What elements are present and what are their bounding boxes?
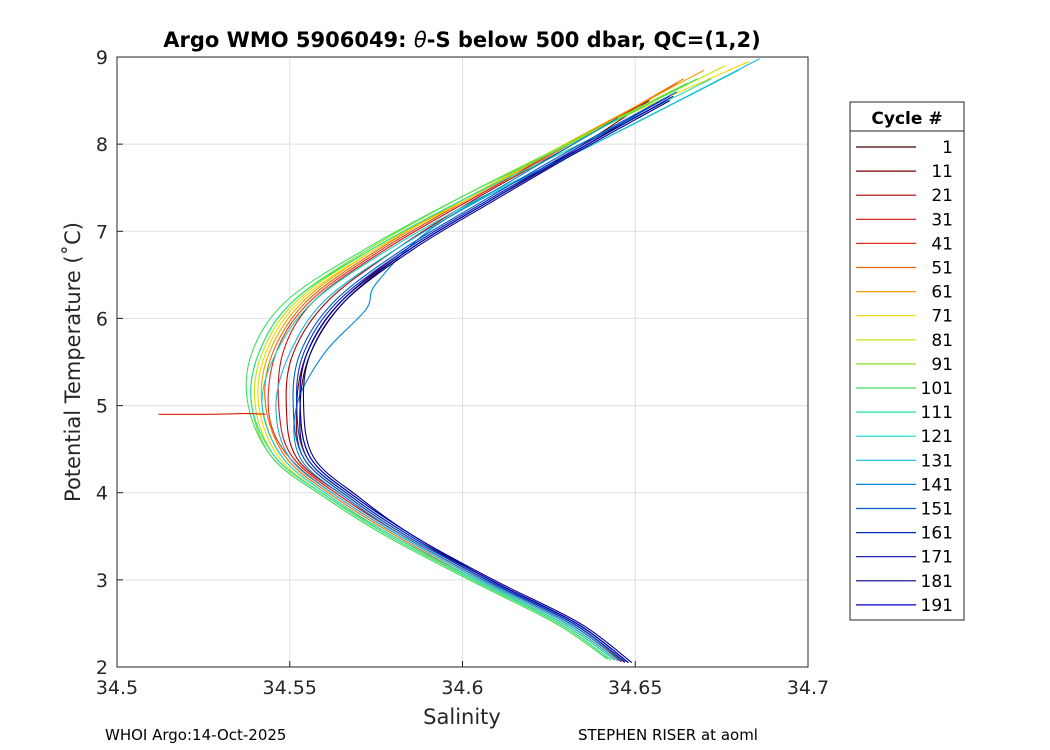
- series-line-111: [250, 78, 712, 661]
- legend-label: 71: [931, 307, 953, 327]
- series-line-101: [245, 78, 698, 660]
- legend-label: 81: [931, 331, 953, 351]
- legend-label: 1: [942, 138, 953, 158]
- series-group: [158, 58, 760, 664]
- footer-right: STEPHEN RISER at aoml: [578, 726, 758, 744]
- legend: Cycle # 11121314151617181911011111211311…: [849, 101, 965, 621]
- x-tick-label: 34.5: [96, 677, 138, 699]
- legend-entries: 1112131415161718191101111121131141151161…: [856, 138, 953, 616]
- series-line-spike: [158, 412, 266, 415]
- series-line-161: [295, 95, 671, 663]
- grid: [117, 57, 808, 667]
- x-tick-label: 34.7: [787, 677, 829, 699]
- y-axis-label: Potential Temperature (˚C): [61, 222, 85, 502]
- y-tick-label: 9: [96, 47, 108, 69]
- footer-left: WHOI Argo:14-Oct-2025: [105, 726, 286, 744]
- y-tick-label: 8: [96, 134, 108, 156]
- legend-label: 61: [931, 283, 953, 303]
- chart-title: Argo WMO 5906049: θ-S below 500 dbar, QC…: [163, 28, 760, 52]
- legend-label: 31: [931, 210, 953, 230]
- title-prefix: Argo WMO 5906049:: [163, 28, 414, 52]
- x-tick-label: 34.55: [263, 677, 317, 699]
- legend-title: Cycle #: [871, 109, 942, 129]
- legend-label: 161: [921, 524, 953, 544]
- y-tick-label: 5: [96, 396, 108, 418]
- legend-label: 51: [931, 259, 953, 279]
- legend-label: 141: [921, 475, 953, 495]
- legend-label: 121: [921, 427, 953, 447]
- y-tick-label: 7: [96, 221, 108, 243]
- legend-label: 91: [931, 355, 953, 375]
- y-tick-label: 4: [96, 483, 108, 505]
- legend-label: 101: [921, 379, 953, 399]
- legend-label: 21: [931, 186, 953, 206]
- x-tick-label: 34.6: [441, 677, 483, 699]
- legend-label: 131: [921, 451, 953, 471]
- legend-label: 41: [931, 234, 953, 254]
- series-line-191: [299, 95, 674, 664]
- y-axis: 2 3 4 5 6 7 8 9: [96, 47, 123, 679]
- x-axis-label: Salinity: [423, 705, 501, 729]
- title-suffix: -S below 500 dbar, QC=(1,2): [427, 28, 761, 52]
- series-line-181: [302, 100, 671, 664]
- x-axis: 34.5 34.55 34.6 34.65 34.7: [96, 661, 829, 699]
- y-tick-label: 2: [96, 657, 108, 679]
- legend-label: 181: [921, 572, 953, 592]
- legend-label: 191: [921, 596, 953, 616]
- legend-label: 151: [921, 500, 953, 520]
- y-tick-label: 6: [96, 308, 108, 330]
- legend-label: 111: [921, 403, 953, 423]
- legend-label: 171: [921, 548, 953, 568]
- legend-box: [849, 101, 965, 621]
- legend-label: 11: [931, 162, 953, 182]
- title-theta: θ: [414, 28, 427, 52]
- y-tick-label: 3: [96, 570, 108, 592]
- x-tick-label: 34.65: [608, 677, 662, 699]
